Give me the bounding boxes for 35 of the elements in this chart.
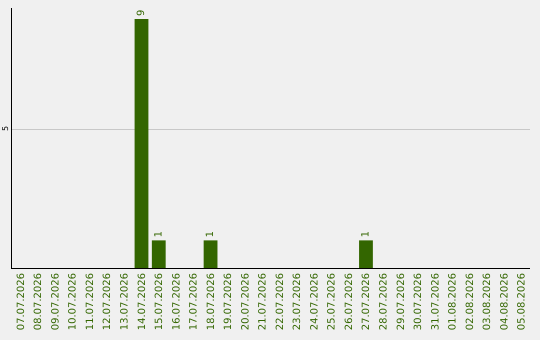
x-tick-label: 21.07.2026 bbox=[258, 273, 269, 330]
x-tick-label: 12.07.2026 bbox=[102, 273, 114, 330]
x-tick-label: 17.07.2026 bbox=[188, 273, 200, 330]
x-tick-label: 18.07.2026 bbox=[206, 273, 217, 330]
x-tick-label: 29.07.2026 bbox=[396, 273, 407, 330]
x-tick-label: 31.07.2026 bbox=[430, 273, 442, 330]
x-tick-label: 30.07.2026 bbox=[413, 273, 424, 330]
x-tick-label: 26.07.2026 bbox=[344, 273, 355, 330]
x-tick-label: 28.07.2026 bbox=[378, 273, 390, 330]
x-tick-label: 05.08.2026 bbox=[516, 273, 528, 330]
x-tick-label: 07.07.2026 bbox=[16, 273, 27, 330]
x-tick-label: 22.07.2026 bbox=[274, 273, 286, 330]
x-tick-label: 23.07.2026 bbox=[292, 273, 304, 330]
x-tick-label: 27.07.2026 bbox=[361, 273, 372, 330]
data-label: 1 bbox=[360, 230, 372, 238]
x-tick-label: 04.08.2026 bbox=[499, 273, 510, 330]
x-tick-label: 02.08.2026 bbox=[464, 273, 476, 330]
x-tick-label: 13.07.2026 bbox=[119, 273, 130, 330]
data-label: 1 bbox=[153, 230, 164, 238]
x-tick-label: 16.07.2026 bbox=[171, 273, 182, 330]
data-label: 9 bbox=[136, 10, 147, 16]
x-tick-label: 08.07.2026 bbox=[33, 273, 44, 330]
x-tick-label: 15.07.2026 bbox=[154, 273, 166, 330]
x-tick-label: 25.07.2026 bbox=[326, 273, 338, 330]
x-tick-label: 03.08.2026 bbox=[482, 273, 494, 330]
x-tick-label: 20.07.2026 bbox=[240, 273, 252, 330]
x-tick-label: 10.07.2026 bbox=[68, 273, 79, 330]
x-tick-label: 01.08.2026 bbox=[448, 273, 459, 330]
y-tick-label: 5 bbox=[0, 126, 10, 132]
x-tick-label: 14.07.2026 bbox=[136, 273, 148, 330]
x-tick-label: 24.07.2026 bbox=[309, 273, 320, 330]
data-label: 1 bbox=[205, 230, 216, 238]
x-tick-label: 11.07.2026 bbox=[84, 273, 96, 330]
x-tick-label: 19.07.2026 bbox=[223, 273, 234, 330]
x-tick-label: 09.07.2026 bbox=[50, 273, 62, 330]
